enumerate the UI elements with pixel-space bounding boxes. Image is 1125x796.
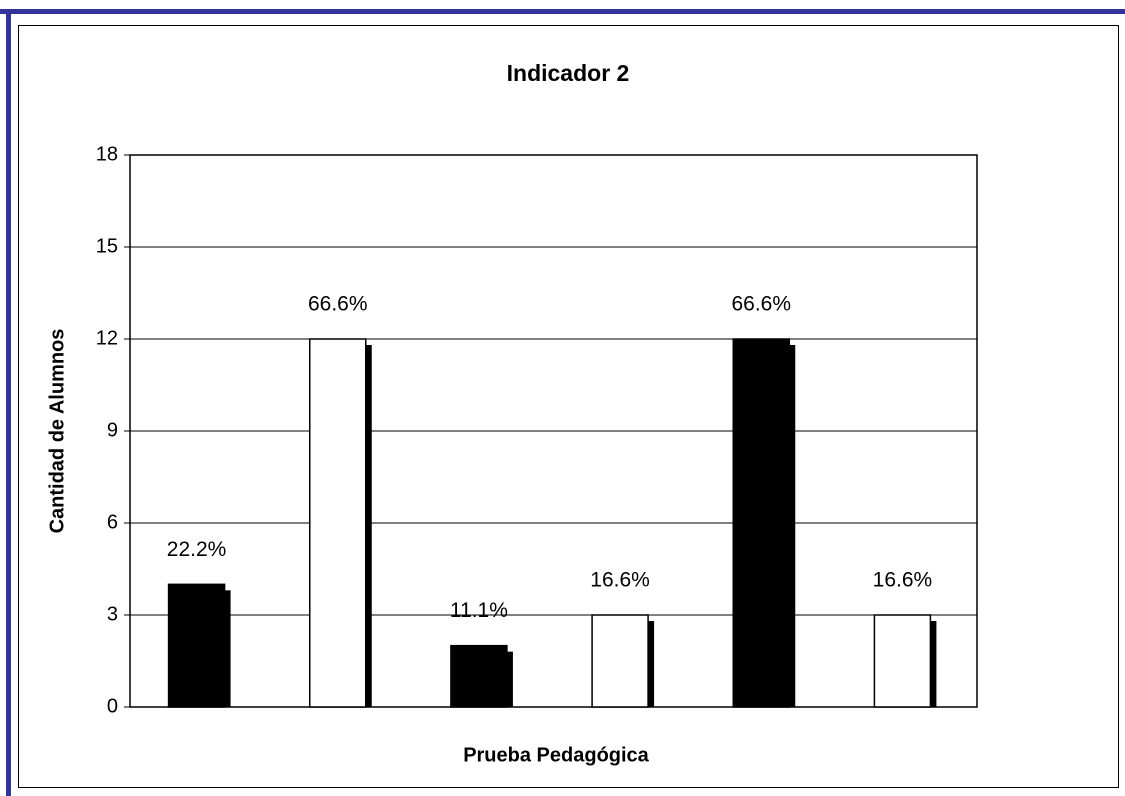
y-tick-label: 9 <box>107 419 118 441</box>
chart-title: Indicador 2 <box>507 60 630 86</box>
bar <box>167 583 226 708</box>
data-label: 22.2% <box>167 538 227 561</box>
plot-border <box>129 154 978 708</box>
y-axis-label: Cantidad de Alumnos <box>46 329 68 534</box>
bar <box>450 644 508 708</box>
y-tick-label: 18 <box>96 143 118 165</box>
y-tick-label: 3 <box>107 603 118 625</box>
y-tick-label: 0 <box>107 695 118 717</box>
data-label: 66.6% <box>731 293 791 316</box>
data-label: 66.6% <box>308 293 368 316</box>
bar <box>591 614 649 708</box>
y-tick-label: 6 <box>107 511 118 533</box>
bar <box>309 338 367 708</box>
y-tick-label: 12 <box>96 327 118 349</box>
frame-left <box>6 9 11 796</box>
data-label: 11.1% <box>450 599 508 622</box>
bar <box>873 614 932 708</box>
data-label: 16.6% <box>590 569 650 592</box>
bar <box>732 338 790 708</box>
frame-top <box>0 9 1125 14</box>
y-tick-label: 15 <box>96 235 118 257</box>
data-label: 16.6% <box>873 569 933 592</box>
x-axis-label: Prueba Pedagógica <box>463 744 649 766</box>
